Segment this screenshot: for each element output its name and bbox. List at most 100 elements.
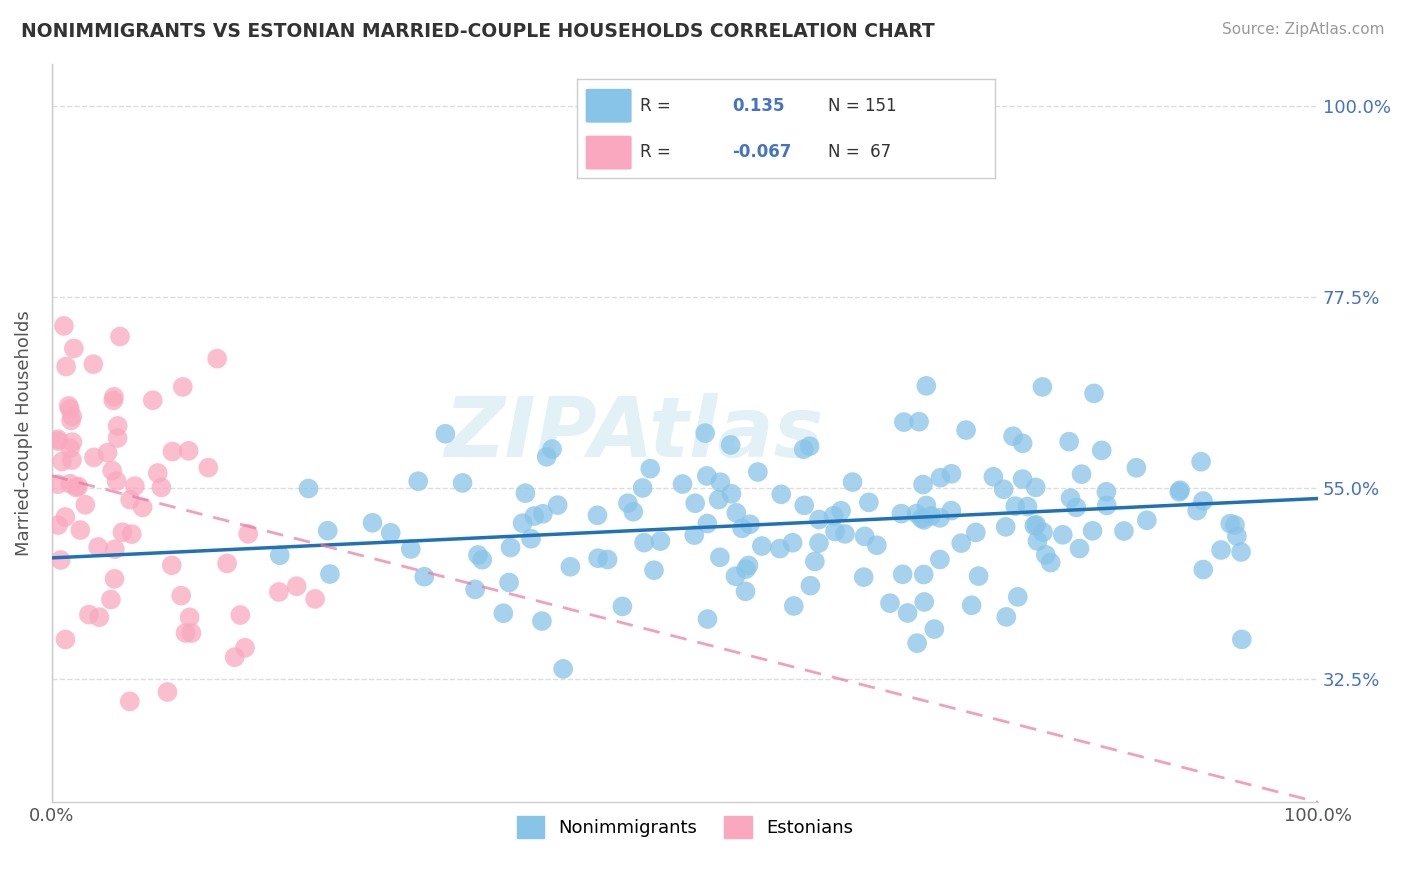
Point bbox=[217, 557, 239, 571]
Point bbox=[316, 524, 339, 538]
Point bbox=[696, 516, 718, 531]
Point bbox=[633, 535, 655, 549]
Point bbox=[197, 460, 219, 475]
Point bbox=[1064, 500, 1087, 515]
Point bbox=[891, 567, 914, 582]
Point bbox=[1007, 590, 1029, 604]
Point bbox=[724, 569, 747, 583]
Point bbox=[1219, 516, 1241, 531]
Point bbox=[747, 465, 769, 479]
Point bbox=[492, 606, 515, 620]
Point bbox=[1002, 429, 1025, 443]
Point bbox=[174, 626, 197, 640]
Point bbox=[1230, 632, 1253, 647]
Point bbox=[808, 512, 831, 526]
Point bbox=[1112, 524, 1135, 538]
Point bbox=[100, 592, 122, 607]
Point bbox=[530, 614, 553, 628]
Point bbox=[131, 500, 153, 515]
Point bbox=[929, 471, 952, 485]
Point bbox=[1223, 518, 1246, 533]
Point bbox=[121, 527, 143, 541]
Point bbox=[560, 559, 582, 574]
Point bbox=[46, 432, 69, 446]
Point bbox=[696, 469, 718, 483]
Point bbox=[46, 477, 69, 491]
Point bbox=[118, 694, 141, 708]
Point bbox=[725, 506, 748, 520]
Point bbox=[866, 538, 889, 552]
Point bbox=[1083, 386, 1105, 401]
Point bbox=[890, 507, 912, 521]
Point bbox=[911, 477, 934, 491]
Point bbox=[941, 467, 963, 481]
Point bbox=[150, 480, 173, 494]
Point bbox=[1185, 503, 1208, 517]
Point bbox=[1070, 467, 1092, 482]
Point bbox=[1057, 434, 1080, 449]
Point bbox=[834, 527, 856, 541]
Point bbox=[858, 495, 880, 509]
Point bbox=[950, 536, 973, 550]
Point bbox=[841, 475, 863, 489]
Point bbox=[671, 477, 693, 491]
Point bbox=[1168, 484, 1191, 499]
Point bbox=[77, 607, 100, 622]
Point bbox=[142, 393, 165, 408]
Point bbox=[49, 553, 72, 567]
Point bbox=[799, 579, 821, 593]
Point bbox=[96, 445, 118, 459]
Point bbox=[451, 475, 474, 490]
Point bbox=[553, 662, 575, 676]
Point bbox=[1226, 529, 1249, 543]
Point bbox=[905, 507, 928, 521]
Point bbox=[46, 518, 69, 533]
Point bbox=[1011, 472, 1033, 486]
Point bbox=[399, 541, 422, 556]
Point bbox=[1035, 548, 1057, 562]
Point bbox=[720, 487, 742, 501]
Point bbox=[586, 508, 609, 523]
Point bbox=[823, 508, 845, 523]
Point bbox=[60, 409, 83, 424]
Point bbox=[172, 380, 194, 394]
Point bbox=[179, 610, 201, 624]
Point bbox=[967, 569, 990, 583]
Point bbox=[87, 540, 110, 554]
Point bbox=[735, 562, 758, 576]
Point bbox=[731, 521, 754, 535]
Point bbox=[709, 550, 731, 565]
Point bbox=[89, 610, 111, 624]
Point bbox=[1026, 534, 1049, 549]
Point bbox=[103, 390, 125, 404]
Point bbox=[643, 563, 665, 577]
Point bbox=[912, 513, 935, 527]
Point bbox=[1004, 499, 1026, 513]
Point bbox=[1192, 563, 1215, 577]
Text: NONIMMIGRANTS VS ESTONIAN MARRIED-COUPLE HOUSEHOLDS CORRELATION CHART: NONIMMIGRANTS VS ESTONIAN MARRIED-COUPLE… bbox=[21, 22, 935, 41]
Point bbox=[103, 393, 125, 408]
Point bbox=[631, 481, 654, 495]
Point bbox=[720, 438, 742, 452]
Point bbox=[799, 439, 821, 453]
Point bbox=[879, 596, 901, 610]
Point bbox=[612, 599, 634, 614]
Point bbox=[1081, 524, 1104, 538]
Point bbox=[160, 558, 183, 573]
Point bbox=[905, 636, 928, 650]
Point bbox=[621, 505, 644, 519]
Point bbox=[683, 496, 706, 510]
Point bbox=[1024, 518, 1046, 533]
Point bbox=[738, 517, 761, 532]
Point bbox=[912, 595, 935, 609]
Point bbox=[499, 541, 522, 555]
Point bbox=[464, 582, 486, 597]
Point bbox=[793, 442, 815, 457]
Point bbox=[59, 401, 82, 416]
Point bbox=[63, 342, 86, 356]
Point bbox=[853, 529, 876, 543]
Point bbox=[1091, 443, 1114, 458]
Point bbox=[804, 554, 827, 568]
Point bbox=[994, 520, 1017, 534]
Point bbox=[536, 450, 558, 464]
